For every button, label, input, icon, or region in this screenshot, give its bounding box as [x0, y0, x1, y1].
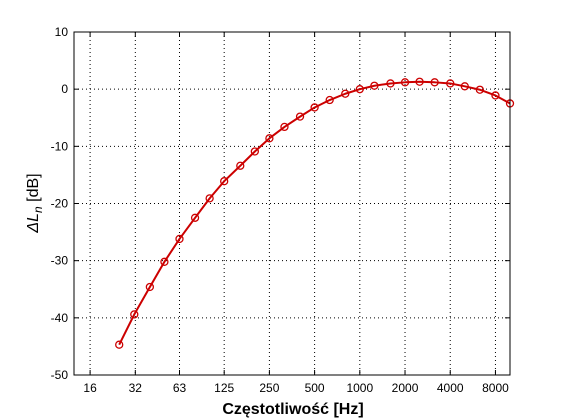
- ticks: [74, 31, 510, 376]
- x-axis-label: Częstotliwość [Hz]: [222, 401, 363, 418]
- data-point-marker: [310, 103, 319, 112]
- data-point-marker: [115, 340, 124, 349]
- x-tick-label: 4000: [437, 381, 464, 395]
- grid: [74, 32, 510, 375]
- data-point-marker: [446, 79, 455, 88]
- series-layer: [115, 77, 515, 349]
- x-tick-label: 8000: [482, 381, 509, 395]
- data-point-marker: [341, 89, 350, 98]
- data-point-marker: [460, 82, 469, 91]
- data-point-marker: [295, 112, 305, 121]
- data-point-marker: [160, 257, 169, 266]
- data-point-marker: [145, 282, 155, 292]
- y-tick-label: 10: [55, 25, 69, 39]
- x-tick-label: 500: [305, 381, 325, 395]
- y-axis-label: ΔLn [dB]: [25, 173, 45, 233]
- y-axis-label-subscript: n: [31, 206, 45, 213]
- y-tick-label: -10: [51, 139, 69, 153]
- data-point-marker: [205, 194, 214, 203]
- data-point-marker: [491, 91, 500, 100]
- y-tick-label: -30: [51, 254, 69, 268]
- data-point-marker: [175, 234, 184, 244]
- data-point-marker: [280, 122, 289, 132]
- data-point-marker: [370, 81, 379, 90]
- data-point-marker: [325, 95, 334, 105]
- data-point-marker: [430, 78, 439, 87]
- data-point-marker: [355, 85, 364, 94]
- data-point-marker: [400, 78, 410, 87]
- data-point-marker: [475, 85, 485, 94]
- x-tick-label: 2000: [392, 381, 419, 395]
- data-point-marker: [265, 134, 274, 143]
- tick-labels: 16 32 63 125 250 500 1000 2000 4000 8000 10 0 -10 -20…: [51, 25, 509, 395]
- data-point-marker: [130, 310, 139, 319]
- data-point-marker: [236, 161, 245, 170]
- series-line: [118, 80, 511, 346]
- y-tick-label: -40: [51, 311, 69, 325]
- x-tick-label: 125: [214, 381, 234, 395]
- x-tick-label: 63: [173, 381, 187, 395]
- y-tick-label: -50: [51, 368, 69, 382]
- x-tick-label: 16: [83, 381, 97, 395]
- data-point-marker: [220, 177, 229, 186]
- y-axis-label-prefix: ΔL: [25, 213, 42, 234]
- x-tick-label: 250: [259, 381, 279, 395]
- data-point-marker: [190, 213, 200, 222]
- x-tick-label: 1000: [346, 381, 373, 395]
- y-axis-label-suffix: [dB]: [25, 173, 42, 206]
- data-point-marker: [250, 147, 259, 156]
- x-tick-label: 32: [129, 381, 143, 395]
- data-point-marker: [415, 77, 424, 86]
- y-tick-label: -20: [51, 197, 69, 211]
- data-point-marker: [386, 79, 395, 88]
- y-tick-label: 0: [61, 82, 68, 96]
